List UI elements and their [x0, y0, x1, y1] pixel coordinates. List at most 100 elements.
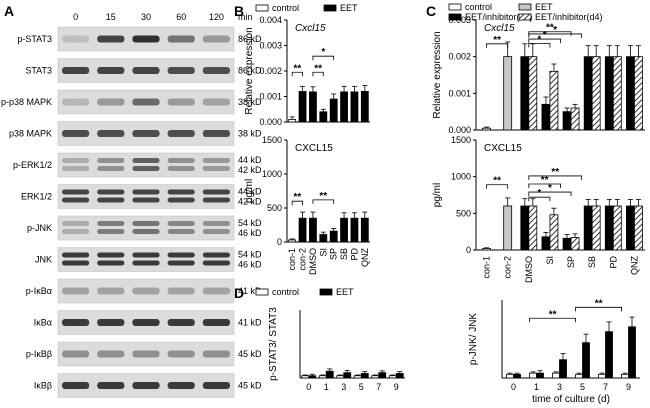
bar — [340, 217, 348, 243]
bar — [298, 217, 307, 243]
bar — [605, 331, 613, 379]
bar — [388, 375, 397, 379]
significance-bracket — [486, 184, 509, 189]
bar — [529, 372, 537, 379]
bar — [562, 237, 572, 251]
bar — [319, 111, 328, 123]
molecular-weight-label: 45 kD — [238, 349, 262, 359]
molecular-weight-label: 86 kD — [238, 34, 262, 44]
bar — [395, 373, 404, 379]
blot-band — [167, 35, 195, 43]
x-tick-label: DMSO — [308, 248, 318, 275]
bar — [612, 205, 622, 251]
y-tick-label: 0 — [466, 245, 471, 255]
legend-label: EET/inhibitor(d4) — [535, 12, 603, 22]
y-tick-label: 0.002 — [259, 66, 282, 76]
blot-band — [202, 319, 230, 326]
molecular-weight-label: 41 kD — [238, 286, 262, 296]
bar — [583, 205, 593, 251]
blot-band — [202, 35, 230, 43]
y-tick-label: 1500 — [451, 135, 471, 145]
significance-label: ** — [595, 298, 603, 309]
legend-swatch — [323, 4, 337, 12]
bar — [350, 91, 359, 123]
bar — [309, 91, 317, 123]
blot-band — [202, 166, 230, 171]
y-tick-label: 0.000 — [259, 117, 282, 127]
significance-bracket — [528, 183, 561, 188]
significance-bracket — [312, 55, 335, 61]
blot-band — [167, 130, 195, 137]
blot-row-label: p-ERK1/2 — [13, 160, 52, 170]
blot-band — [202, 287, 230, 295]
bar — [562, 111, 572, 131]
significance-label: * — [321, 47, 325, 58]
time-unit-label: min — [238, 12, 253, 22]
legend-swatch — [255, 4, 269, 12]
x-tick-label: PD — [349, 248, 359, 261]
time-label: 60 — [176, 12, 186, 22]
x-tick-label: 7 — [603, 382, 608, 392]
x-tick-label: 5 — [359, 382, 364, 392]
blot-band — [97, 252, 125, 258]
y-axis-label: pg/ml — [244, 179, 255, 203]
x-tick-label: SI — [545, 256, 555, 265]
significance-label: * — [537, 34, 541, 45]
blot-band — [97, 67, 125, 74]
molecular-weight-label: 46 kD — [238, 228, 262, 238]
blot-band — [97, 221, 125, 226]
blot-band — [97, 229, 125, 234]
significance-bracket — [291, 71, 303, 77]
blot-band — [167, 252, 195, 258]
blot-band — [132, 287, 160, 295]
blot-band — [202, 350, 230, 358]
blot-band — [132, 197, 160, 203]
significance-bracket — [528, 175, 583, 180]
legend-swatch — [319, 288, 333, 296]
blot-band — [167, 189, 195, 195]
molecular-weight-label: 44 kD — [238, 155, 262, 165]
y-tick-label: 1000 — [451, 172, 471, 182]
significance-label: * — [553, 25, 557, 36]
panel-label-d: D — [234, 285, 244, 301]
blot-band — [97, 166, 125, 171]
panel-label-a: A — [4, 3, 14, 19]
bar — [528, 56, 538, 131]
molecular-weight-label: 42 kD — [238, 165, 262, 175]
significance-label: ** — [541, 175, 549, 186]
significance-label: ** — [314, 63, 322, 74]
significance-bracket — [291, 200, 303, 206]
y-axis-label: pg/ml — [432, 183, 443, 207]
blot-band — [132, 350, 160, 358]
blot-band — [202, 98, 230, 106]
significance-label: ** — [551, 167, 559, 178]
bar — [360, 91, 369, 123]
x-tick-label: QNZ — [360, 248, 370, 268]
blot-band — [132, 260, 160, 266]
time-label: 120 — [209, 12, 224, 22]
bar — [378, 372, 387, 379]
blot-band — [97, 319, 125, 326]
x-tick-label: QNZ — [629, 256, 639, 276]
chart-d-pjnk-ratio: p-JNK/ JNK 0 1 3 5 7 9 time of culture (d) ** ** — [468, 298, 640, 405]
y-tick-label: 500 — [267, 203, 282, 213]
bar — [634, 205, 643, 251]
y-tick-label: 1500 — [262, 135, 282, 145]
significance-label: ** — [293, 192, 301, 203]
blot-band — [62, 319, 90, 326]
blot-row-label: JNK — [35, 255, 52, 265]
blot-band — [62, 189, 90, 195]
bar — [536, 372, 544, 379]
blot-row-label: p-STAT3 — [17, 34, 52, 44]
blot-band — [167, 319, 195, 326]
x-tick-label: con-2 — [298, 248, 308, 271]
blot-band — [167, 221, 195, 226]
molecular-weight-label: 38 kD — [238, 129, 262, 139]
y-tick-label: 500 — [456, 208, 471, 218]
x-tick-label: SP — [566, 256, 576, 268]
bar — [541, 103, 551, 131]
bar — [329, 98, 338, 123]
blot-band — [167, 166, 195, 171]
significance-label: ** — [293, 63, 301, 74]
